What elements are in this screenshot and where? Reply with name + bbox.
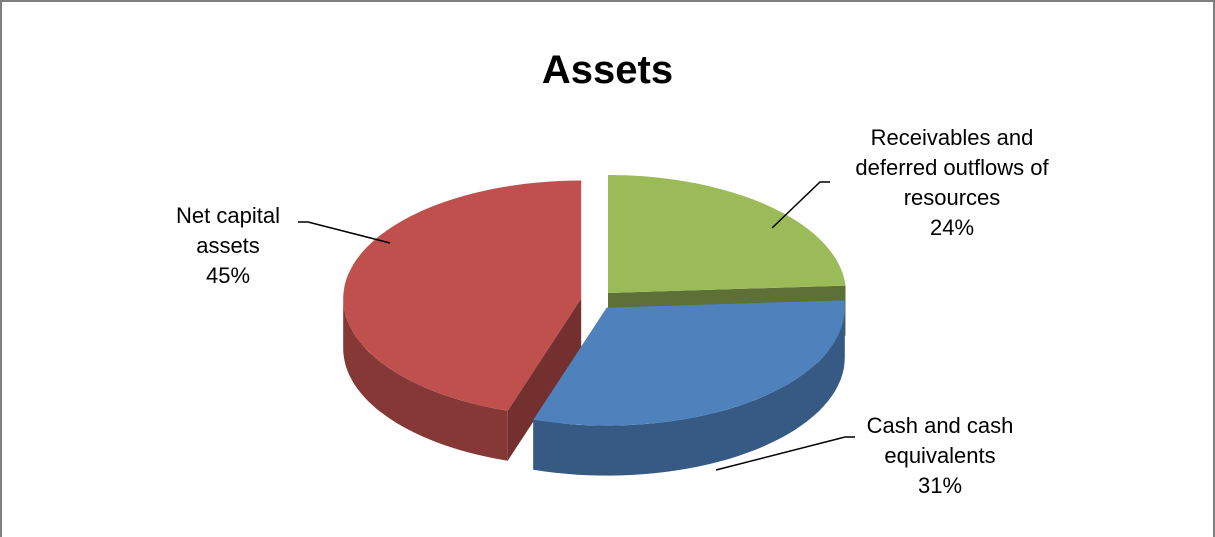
pie: [343, 175, 846, 476]
slice-top: [608, 175, 846, 293]
chart-title: Assets: [541, 48, 674, 92]
slice-label: Net capital assets 45%: [158, 201, 298, 291]
slice-side: [343, 298, 508, 461]
pie-slice: [533, 300, 845, 476]
value-label: 45%: [205, 263, 251, 288]
slice-top: [343, 180, 582, 411]
pie-slice: [343, 180, 582, 461]
leader-line: [715, 436, 855, 471]
leader-line: [771, 181, 830, 229]
slice-label: Cash and cash equivalents 31%: [845, 411, 1035, 501]
category-label: Cash and cash equivalents: [866, 413, 1014, 468]
category-label: Receivables and deferred outflows of res…: [855, 125, 1049, 210]
slice-cut-face: [507, 298, 582, 461]
leader-line: [298, 221, 391, 244]
category-label: Net capital assets: [176, 203, 280, 258]
slice-label: Receivables and deferred outflows of res…: [842, 123, 1062, 243]
slice-top: [533, 300, 845, 426]
value-label: 24%: [929, 215, 975, 240]
value-label: 31%: [917, 473, 963, 498]
slice-side: [533, 307, 845, 476]
